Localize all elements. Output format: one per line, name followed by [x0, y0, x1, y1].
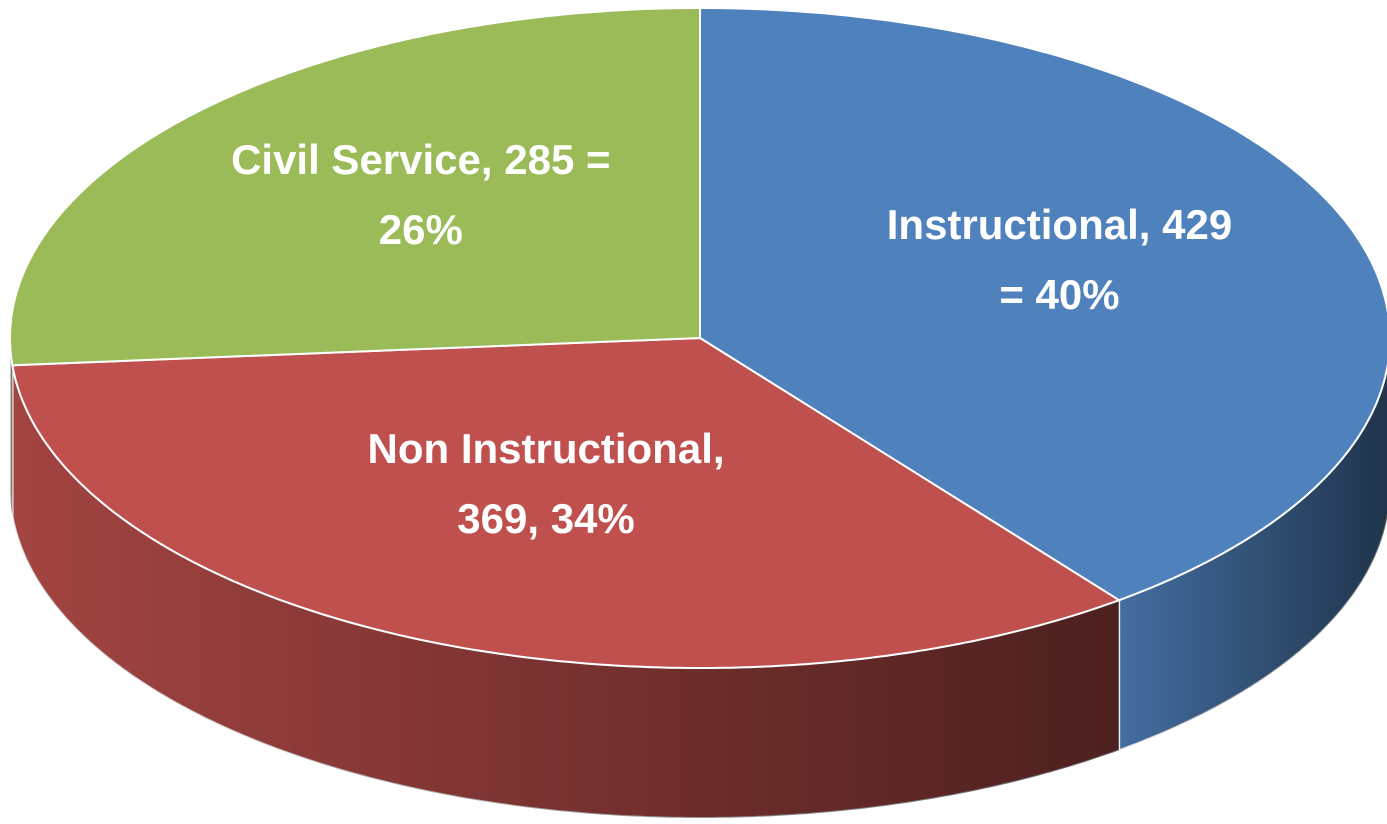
- data-label: Civil Service, 285 = 26%: [231, 136, 611, 254]
- slice: [699, 7, 1387, 602]
- slice-side-shade: [10, 338, 13, 516]
- data-label: Non Instructional, 369, 34%: [367, 424, 725, 542]
- slice: [11, 336, 1122, 669]
- slice-side-shade: [1119, 368, 1387, 751]
- slice-side-shade: [12, 365, 1120, 818]
- data-label: Instructional, 429 = 40%: [886, 200, 1233, 318]
- slice: [9, 7, 701, 367]
